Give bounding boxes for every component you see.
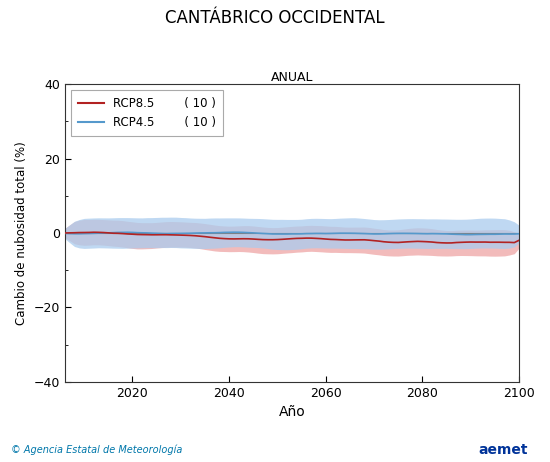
Legend: RCP8.5        ( 10 ), RCP4.5        ( 10 ): RCP8.5 ( 10 ), RCP4.5 ( 10 ) <box>71 90 223 136</box>
Text: aemet: aemet <box>478 444 528 457</box>
X-axis label: Año: Año <box>279 405 305 419</box>
Y-axis label: Cambio de nubosidad total (%): Cambio de nubosidad total (%) <box>15 141 28 325</box>
Title: ANUAL: ANUAL <box>271 71 313 84</box>
Text: © Agencia Estatal de Meteorología: © Agencia Estatal de Meteorología <box>11 444 183 455</box>
Text: CANTÁBRICO OCCIDENTAL: CANTÁBRICO OCCIDENTAL <box>165 9 385 27</box>
